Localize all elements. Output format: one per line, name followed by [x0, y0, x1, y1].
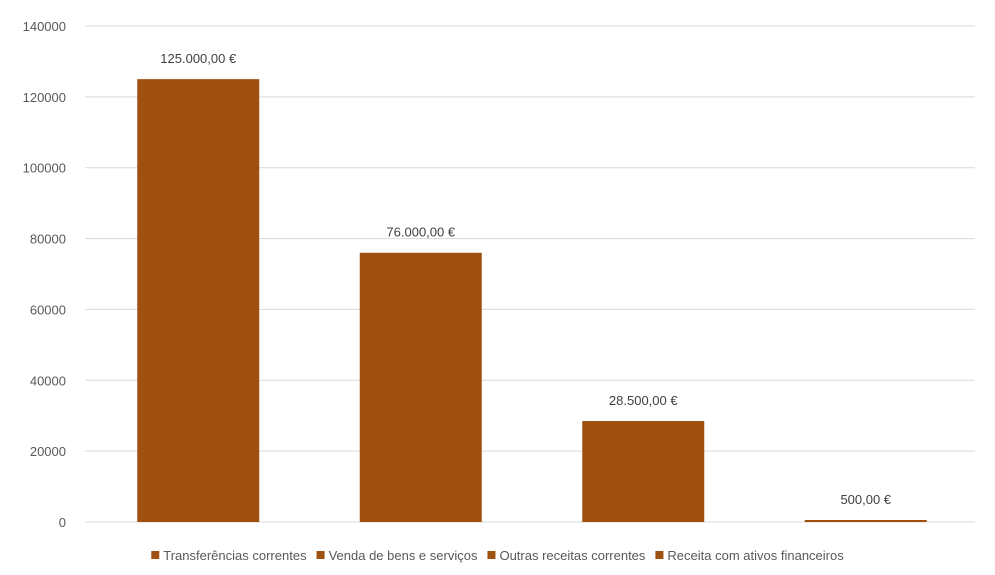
data-label: 76.000,00 € [386, 225, 455, 240]
legend-label: Outras receitas correntes [499, 548, 645, 563]
legend-marker [316, 551, 325, 559]
legend-item: Venda de bens e serviços [316, 548, 478, 563]
y-tick-label: 60000 [30, 302, 66, 317]
data-labels: 125.000,00 € 76.000,00 € 28.500,00 € 500,00… [160, 51, 892, 507]
data-label: 28.500,00 € [609, 393, 678, 408]
y-tick-label: 100000 [23, 161, 66, 176]
data-label: 125.000,00 € [160, 51, 237, 66]
y-tick-label: 40000 [30, 373, 66, 388]
legend-label: Receita com ativos financeiros [667, 548, 844, 563]
legend-item: Receita com ativos financeiros [655, 548, 844, 563]
bar [137, 79, 260, 523]
y-tick-label: 80000 [30, 232, 66, 247]
bars [137, 79, 927, 523]
legend-item: Transferências correntes [151, 548, 307, 563]
bar [359, 252, 482, 522]
y-tick-label: 20000 [30, 444, 66, 459]
legend-marker [655, 551, 664, 559]
y-axis: 0 20000 40000 60000 80000 100000 120000 140000 [23, 19, 66, 530]
bar [582, 421, 705, 522]
bar [804, 520, 927, 522]
legend-marker [487, 551, 496, 559]
y-tick-label: 0 [59, 515, 66, 530]
legend-label: Venda de bens e serviços [329, 548, 478, 563]
legend-item: Outras receitas correntes [487, 548, 646, 563]
legend-marker [151, 551, 160, 559]
legend: Transferências correntes Venda de bens e … [151, 548, 844, 563]
y-tick-label: 140000 [23, 19, 66, 34]
legend-label: Transferências correntes [163, 548, 307, 563]
data-label: 500,00 € [840, 492, 891, 507]
y-tick-label: 120000 [23, 90, 66, 105]
